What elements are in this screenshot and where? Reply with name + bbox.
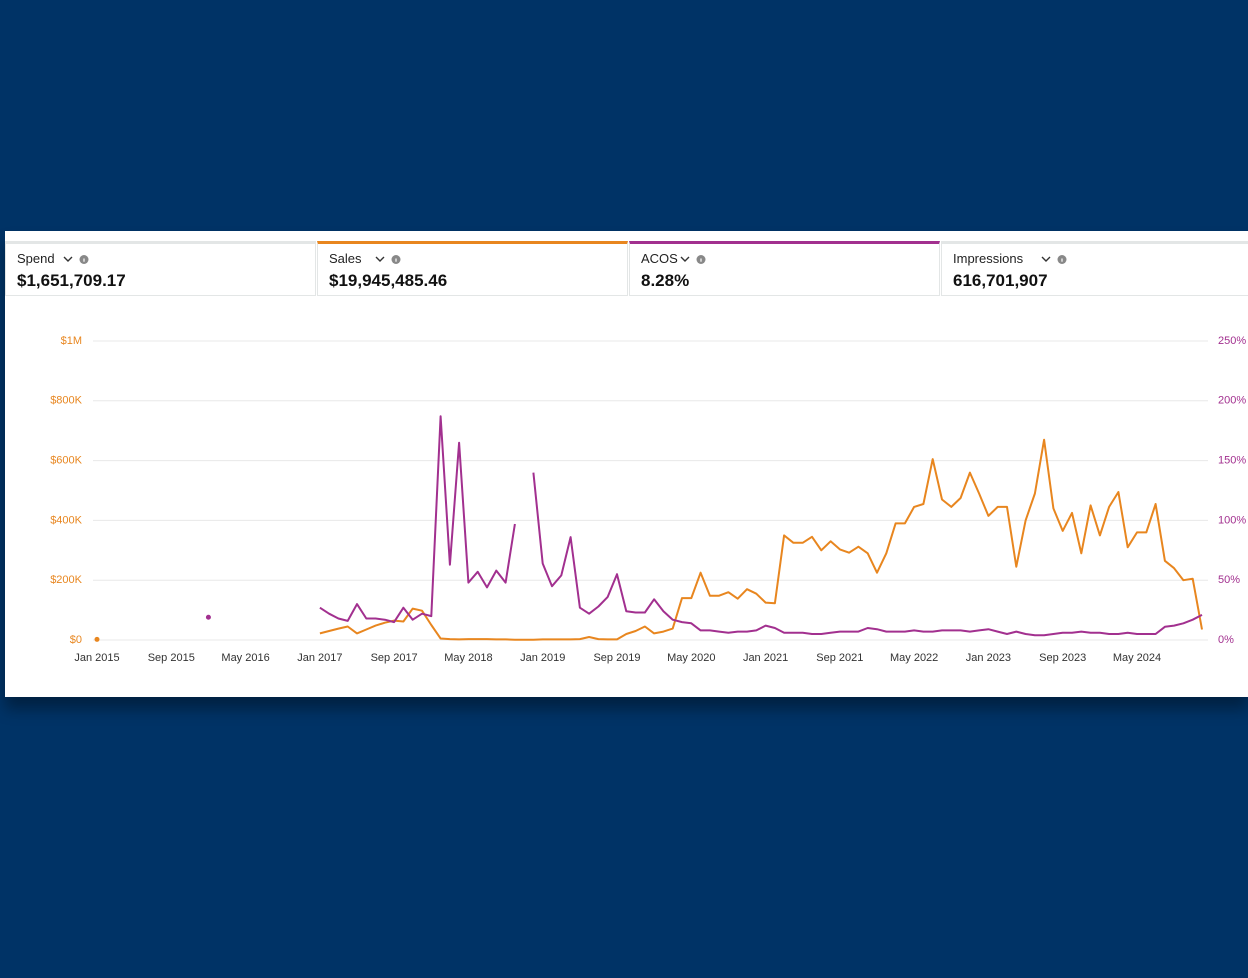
y-tick-label: $200K [50,574,82,586]
metric-label: Impressions [953,251,1024,266]
x-tick-label: May 2016 [221,652,269,664]
y2-tick-label: 50% [1218,574,1240,586]
y-tick-label: $600K [50,455,82,467]
metric-tile[interactable]: Impressions 616,701,907 [941,241,1248,296]
metric-tile[interactable]: Spend $1,651,709.17 [5,241,316,296]
metric-icons[interactable] [374,253,414,267]
chevron[interactable] [1041,256,1051,262]
chevron[interactable] [680,256,690,262]
x-tick-label: Jan 2015 [74,652,119,664]
metric-tile[interactable]: ACOS 8.28% [629,241,940,296]
series-line [319,415,516,624]
metric-value: 616,701,907 [953,271,1048,290]
y-tick-label: $800K [50,395,82,407]
metric-label: Spend [17,251,55,266]
x-tick-label: Sep 2017 [371,652,418,664]
x-tick-label: May 2018 [444,652,492,664]
y-tick-label: $0 [70,634,82,646]
x-tick-label: Jan 2023 [966,652,1011,664]
info-glyph [395,258,397,262]
metric-label: ACOS [641,251,678,266]
x-tick-label: Sep 2019 [593,652,640,664]
x-tick-label: May 2022 [890,652,938,664]
metric-label: Sales [329,251,362,266]
x-tick-label: Jan 2021 [743,652,788,664]
y2-tick-label: 200% [1218,395,1246,407]
metric-value: $19,945,485.46 [329,271,448,290]
series-line [319,438,1203,641]
metric-value: $1,651,709.17 [17,271,126,290]
info-glyph [700,258,702,262]
y2-tick-label: 150% [1218,455,1246,467]
x-tick-label: May 2024 [1113,652,1161,664]
x-tick-label: Sep 2021 [816,652,863,664]
metric-value: 8.28% [641,271,690,290]
info-glyph [1061,258,1063,262]
series-line [532,472,1203,637]
x-tick-label: Sep 2015 [148,652,195,664]
y-tick-label: $400K [50,514,82,526]
y2-tick-label: 250% [1218,335,1246,347]
chevron[interactable] [63,256,73,262]
x-tick-label: May 2020 [667,652,715,664]
info-glyph [83,258,85,262]
metric-tile[interactable]: Sales $19,945,485.46 [317,241,628,296]
x-tick-label: Jan 2019 [520,652,565,664]
y2-tick-label: 100% [1218,514,1246,526]
chevron[interactable] [375,256,385,262]
point [205,614,211,620]
x-tick-label: Jan 2017 [297,652,342,664]
y-tick-label: $1M [61,335,82,347]
metric-icons[interactable] [62,253,102,267]
point [94,636,100,642]
metric-icons[interactable] [679,253,719,267]
y2-tick-label: 0% [1218,634,1234,646]
x-tick-label: Sep 2023 [1039,652,1086,664]
metric-icons[interactable] [1040,253,1080,267]
